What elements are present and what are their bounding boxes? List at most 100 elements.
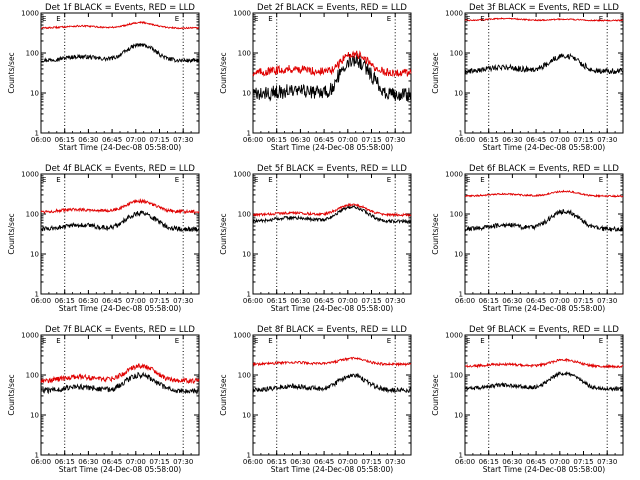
x-tick-label: 06:15 [479, 136, 499, 144]
time-marker-letter: E [599, 176, 603, 184]
x-tick-label: 06:15 [267, 136, 287, 144]
y-tick-label: 1 [247, 130, 251, 138]
y-tick-label: 100 [450, 50, 463, 58]
x-tick-label: 07:00 [550, 458, 570, 466]
time-marker-letter: E [387, 176, 391, 184]
time-marker-letter: E [175, 15, 179, 23]
time-marker-letter: E [466, 15, 470, 23]
x-tick-label: 07:00 [338, 458, 358, 466]
y-axis-label: Counts/sec [7, 52, 16, 93]
x-tick-label: 06:45 [102, 458, 122, 466]
plot-frame [252, 173, 412, 295]
time-marker-letter: E [480, 176, 484, 184]
x-tick-label: 06:30 [78, 136, 98, 144]
x-tick-label: 06:30 [78, 458, 98, 466]
time-marker-letter: E [268, 337, 272, 345]
lld-series-line [40, 197, 200, 215]
plot-frame [464, 173, 624, 295]
x-tick-label: 06:30 [502, 297, 522, 305]
panel-title: Det 5f BLACK = Events, RED = LLD [257, 164, 407, 174]
x-tick-label: 07:00 [338, 297, 358, 305]
events-series-line [252, 372, 412, 394]
x-tick-label: 07:15 [573, 458, 593, 466]
x-tick-label: 07:15 [361, 458, 381, 466]
time-marker-letter: E [268, 176, 272, 184]
lld-series-line [252, 202, 412, 218]
y-tick-label: 100 [26, 211, 39, 219]
y-tick-label: 100 [238, 50, 251, 58]
x-tick-label: 06:45 [314, 297, 334, 305]
x-axis-label: Start Time (24-Dec-08 05:58:00) [271, 465, 393, 474]
x-tick-label: 07:15 [149, 136, 169, 144]
lld-series-line [464, 189, 624, 198]
y-axis-label: Counts/sec [431, 213, 440, 254]
x-tick-label: 07:15 [149, 297, 169, 305]
x-tick-label: 06:30 [502, 136, 522, 144]
y-tick-label: 1 [35, 291, 39, 299]
y-axis-label: Counts/sec [219, 52, 228, 93]
lld-series-line [464, 357, 624, 369]
x-tick-label: 06:45 [526, 458, 546, 466]
panel-title: Det 4f BLACK = Events, RED = LLD [45, 164, 195, 174]
y-axis-label: Counts/sec [431, 374, 440, 415]
panel-4: Det 4f BLACK = Events, RED = LLD 1 10 100 10… [7, 164, 200, 313]
lld-series-line [40, 363, 200, 385]
y-tick-label: 1000 [233, 10, 251, 18]
x-tick-label: 07:30 [173, 297, 193, 305]
x-tick-label: 07:30 [173, 458, 193, 466]
time-marker-letter: E [254, 176, 258, 184]
x-axis-label: Start Time (24-Dec-08 05:58:00) [483, 143, 605, 152]
y-tick-label: 1 [459, 130, 463, 138]
time-marker-letter: E [254, 15, 258, 23]
time-marker-letter: E [268, 15, 272, 23]
x-tick-label: 07:15 [361, 297, 381, 305]
y-tick-label: 10 [242, 251, 251, 259]
panel-8: Det 8f BLACK = Events, RED = LLD 1 10 100 10… [219, 325, 412, 474]
y-axis-label: Counts/sec [219, 213, 228, 254]
y-tick-label: 1 [247, 452, 251, 460]
events-series-line [464, 52, 624, 75]
time-marker-letter: E [387, 337, 391, 345]
x-tick-label: 06:00 [31, 297, 51, 305]
y-tick-label: 10 [454, 90, 463, 98]
x-tick-label: 06:30 [78, 297, 98, 305]
y-tick-label: 100 [450, 372, 463, 380]
y-tick-label: 1 [35, 452, 39, 460]
events-series-line [464, 371, 624, 392]
plot-frame [464, 334, 624, 456]
time-marker-letter: E [42, 15, 46, 23]
x-tick-label: 07:30 [385, 297, 405, 305]
y-tick-label: 1000 [445, 332, 463, 340]
x-tick-label: 07:15 [573, 297, 593, 305]
y-tick-label: 1 [35, 130, 39, 138]
x-tick-label: 06:15 [479, 297, 499, 305]
y-tick-label: 1000 [21, 171, 39, 179]
panel-title: Det 2f BLACK = Events, RED = LLD [257, 3, 407, 13]
panel-title: Det 6f BLACK = Events, RED = LLD [469, 164, 619, 174]
time-marker-letter: E [599, 337, 603, 345]
events-series-line [252, 204, 412, 225]
panel-7: Det 7f BLACK = Events, RED = LLD 1 10 100 10… [7, 325, 200, 474]
x-tick-label: 06:00 [455, 136, 475, 144]
y-tick-label: 100 [26, 372, 39, 380]
x-tick-label: 07:00 [550, 297, 570, 305]
y-tick-label: 100 [26, 50, 39, 58]
plot-frame [40, 12, 200, 134]
x-axis-label: Start Time (24-Dec-08 05:58:00) [483, 465, 605, 474]
panel-2: Det 2f BLACK = Events, RED = LLD 1 10 100 10… [219, 3, 412, 152]
time-marker-letter: E [42, 176, 46, 184]
x-tick-label: 07:15 [149, 458, 169, 466]
panel-1: Det 1f BLACK = Events, RED = LLD 1 10 100 10… [7, 3, 200, 152]
y-tick-label: 1000 [445, 171, 463, 179]
events-series-line [464, 209, 624, 233]
time-marker-letter: E [466, 337, 470, 345]
y-tick-label: 1000 [233, 332, 251, 340]
x-tick-label: 06:30 [290, 297, 310, 305]
x-tick-label: 07:30 [385, 136, 405, 144]
time-marker-letter: E [387, 15, 391, 23]
x-tick-label: 06:30 [502, 458, 522, 466]
y-axis-label: Counts/sec [431, 52, 440, 93]
x-tick-label: 07:00 [126, 458, 146, 466]
time-marker-letter: E [56, 15, 60, 23]
